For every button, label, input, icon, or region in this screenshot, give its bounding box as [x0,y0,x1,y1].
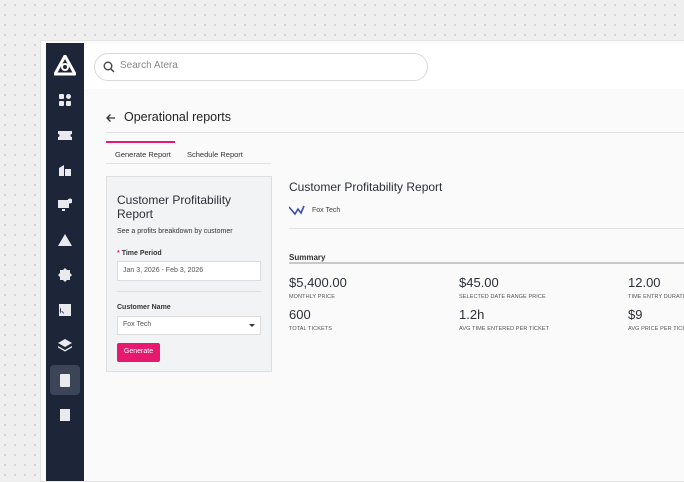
metric-value: 600 [289,307,311,322]
nav-icon[interactable] [58,198,73,212]
active-tab-indicator [106,141,175,143]
divider [106,163,271,164]
metric-value: $5,400.00 [289,275,347,290]
tab[interactable]: Schedule Report [187,150,243,159]
tab[interactable]: Generate Report [115,150,171,159]
customer-select[interactable]: Fox Tech [117,316,261,335]
generate-button[interactable]: Generate [117,343,160,362]
divider [289,228,684,229]
search-box[interactable]: Search Atera [94,53,428,81]
nav-icon[interactable] [58,268,72,282]
nav-icon[interactable] [58,163,72,177]
customer-logo [289,205,305,216]
metric-label: TOTAL TICKETS [289,326,332,332]
back-arrow[interactable] [105,112,117,124]
section-title: Summary [289,253,326,262]
metric-label: SELECTED DATE RANGE PRICE [459,294,546,300]
section-rule [289,262,684,264]
divider [106,132,684,133]
nav-icon[interactable] [58,373,72,387]
form-panel: Customer Profitability Report See a prof… [106,176,272,372]
report-customer: Fox Tech [312,207,341,214]
nav-icon[interactable] [58,338,72,352]
sidebar [46,43,84,481]
search-placeholder: Search Atera [120,60,178,71]
select-value: Fox Tech [123,321,152,328]
form-title: Customer Profitability Report [117,193,232,221]
search-icon [103,61,115,73]
field-label: Customer Name [117,304,171,311]
report-title: Customer Profitability Report [289,180,443,194]
form-description: See a profits breakdown by customer [117,228,233,235]
nav-icon[interactable] [58,408,72,422]
date-value: Jan 3, 2026 - Feb 3, 2026 [123,267,204,274]
divider [117,291,261,292]
page-title: Operational reports [124,110,232,124]
field-label-text: Time Period [121,250,162,257]
required-mark: * [117,250,120,257]
field-label: * Time Period [117,250,162,257]
metric-label: MONTHLY PRICE [289,294,336,300]
date-input[interactable]: Jan 3, 2026 - Feb 3, 2026 [117,261,261,281]
top-bar: Search Atera [84,43,684,89]
logo [54,55,76,76]
app-window: Search Atera Operational reports Generat… [40,40,684,482]
metric-label: AVG PRICE PER TICKET [628,326,684,332]
metric-value: 12.00 [628,275,661,290]
metric-label: TIME ENTRY DURATION I [628,294,684,300]
caret [249,324,255,327]
metric-label: AVG TIME ENTERED PER TICKET [459,326,550,332]
nav-icon[interactable] [58,128,72,142]
nav-icon[interactable] [58,93,72,107]
nav-icon[interactable] [58,303,72,317]
metric-value: 1.2h [459,307,485,322]
nav-icon[interactable] [58,233,72,247]
metric-value: $9 [628,307,643,322]
button-label: Generate [123,348,154,355]
metric-value: $45.00 [459,275,499,290]
